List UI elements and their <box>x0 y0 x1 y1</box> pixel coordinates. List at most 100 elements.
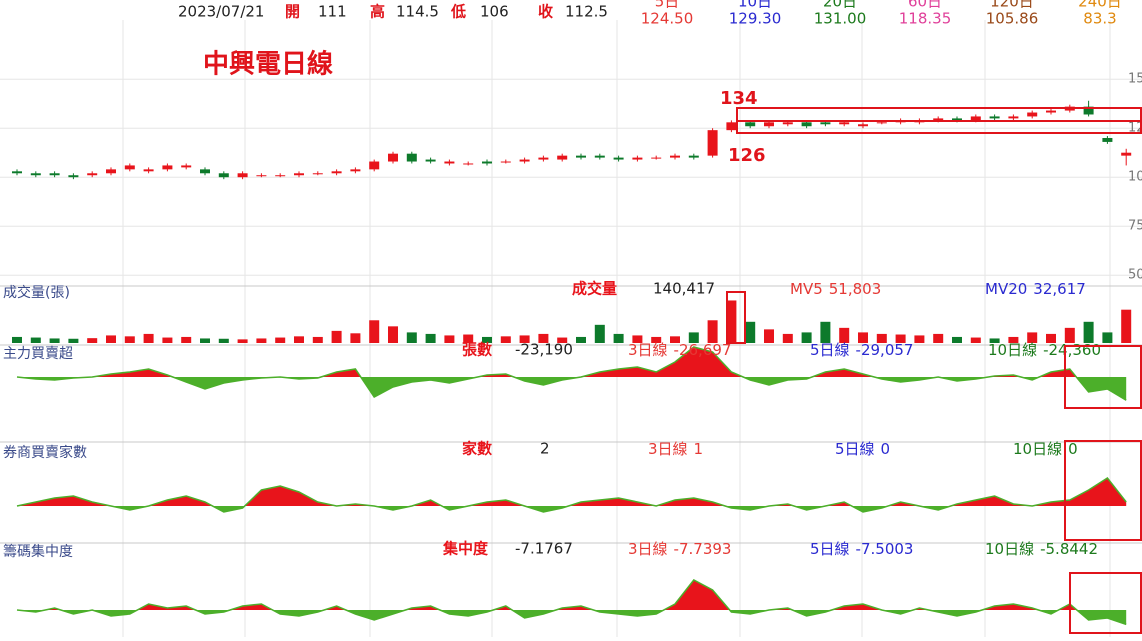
candle-body <box>237 173 248 178</box>
ma-value: 131.00 <box>814 10 867 28</box>
highlight-box <box>1064 345 1142 409</box>
candle-body <box>68 175 79 178</box>
y-tick-label: 75 <box>1128 219 1142 234</box>
annotation: 134 <box>720 88 758 109</box>
volume-bar <box>30 337 41 343</box>
candle-body <box>406 153 417 162</box>
volume-bar <box>1121 309 1132 343</box>
stat-value: -24,360 <box>1043 341 1101 359</box>
stat-value: 32,617 <box>1033 280 1086 298</box>
volume-bar <box>256 338 267 343</box>
stat-name: 成交量 <box>572 280 617 298</box>
candle-body <box>632 157 643 160</box>
volume-bar <box>1046 333 1056 343</box>
candle-body <box>181 165 192 168</box>
candle-body <box>87 173 98 176</box>
quote-value: 112.5 <box>565 3 608 21</box>
candle-body <box>350 169 361 172</box>
ma-value: 83.3 <box>1083 10 1116 28</box>
volume-bar <box>406 332 417 343</box>
candle-body <box>463 163 474 165</box>
candle-body <box>143 169 154 172</box>
volume-bar <box>764 329 774 343</box>
stat: 3日線 -26,697 <box>628 341 731 359</box>
volume-bar <box>388 326 398 343</box>
volume-bar <box>350 333 361 343</box>
volume-bar <box>49 338 60 343</box>
volume-bar <box>989 338 1000 343</box>
volume-bar <box>519 335 530 343</box>
stat-value: -5.8442 <box>1040 540 1098 558</box>
panel-title: 籌碼集中度 <box>3 543 73 560</box>
candle-body <box>124 165 135 170</box>
ma-name: 120日 <box>990 0 1034 11</box>
volume-bar <box>275 337 286 343</box>
candle-body <box>1027 112 1038 117</box>
volume-bar <box>12 336 22 343</box>
volume-bar <box>557 337 568 343</box>
quote-label: 開 <box>285 3 300 21</box>
candle-body <box>519 159 530 162</box>
candle-body <box>30 173 41 176</box>
stat-name: 家數 <box>462 440 492 458</box>
quote-date: 2023/07/21 <box>178 3 264 21</box>
candle-body <box>952 118 962 121</box>
chart-title: 中興電日線 <box>203 49 333 80</box>
stat-name: 5日線 <box>810 540 850 558</box>
stat-value: 1 <box>694 440 704 458</box>
candle-body <box>1083 106 1094 115</box>
quote-label: 低 <box>450 3 466 21</box>
highlight-box <box>1069 572 1142 634</box>
stat-value: 51,803 <box>829 280 882 298</box>
quote-label: 收 <box>538 3 553 21</box>
volume-bar <box>369 320 380 343</box>
stat: 5日線 -29,057 <box>810 341 913 359</box>
volume-bar <box>858 332 868 343</box>
volume-bar <box>726 300 737 343</box>
stat-name: 10日線 <box>1013 440 1062 458</box>
stat: MV5 51,803 <box>790 280 881 298</box>
candle-body <box>312 173 323 175</box>
volume-bar <box>839 327 850 343</box>
volume-bar <box>87 338 98 343</box>
y-tick-label: 125 <box>1128 121 1142 136</box>
volume-bar <box>463 334 474 343</box>
candle-body <box>1121 152 1132 156</box>
volume-bar <box>594 324 605 343</box>
annotation: 126 <box>728 145 766 166</box>
vertical-grid <box>122 20 1111 637</box>
volume-bar <box>1027 332 1038 343</box>
ma-value: 124.50 <box>641 10 694 28</box>
stat: 10日線 -5.8442 <box>985 540 1098 558</box>
candle-body <box>331 171 342 174</box>
stat: 10日線 -24,360 <box>988 341 1101 359</box>
stat-name: 3日線 <box>628 341 668 359</box>
area-positive <box>17 478 1127 506</box>
stat-value: 2 <box>540 440 550 458</box>
volume-bar <box>444 335 455 343</box>
volume-bar <box>538 333 549 343</box>
stat-value: -7.1767 <box>515 540 573 558</box>
stat-name: 10日線 <box>985 540 1034 558</box>
stat-name: 3日線 <box>628 540 668 558</box>
highlight-box <box>726 291 746 344</box>
stat: 3日線 1 <box>648 440 703 458</box>
candle-body <box>1008 116 1019 119</box>
stat-value: 0 <box>1068 440 1078 458</box>
volume-bar <box>933 333 944 343</box>
volume-bar <box>820 321 831 343</box>
ma-name: 10日 <box>738 0 772 11</box>
stat-name: 3日線 <box>648 440 688 458</box>
ma-value: 129.30 <box>729 10 782 28</box>
volume-bar <box>651 336 662 343</box>
stat-value: -7.5003 <box>856 540 914 558</box>
panel-title: 券商買賣家數 <box>3 444 87 461</box>
stat-name: MV20 <box>985 280 1027 298</box>
candle-body <box>801 122 812 127</box>
volume-bar <box>218 338 229 343</box>
candle-body <box>745 122 756 127</box>
stat: 10日線 0 <box>1013 440 1078 458</box>
volume-bar <box>1008 336 1019 343</box>
